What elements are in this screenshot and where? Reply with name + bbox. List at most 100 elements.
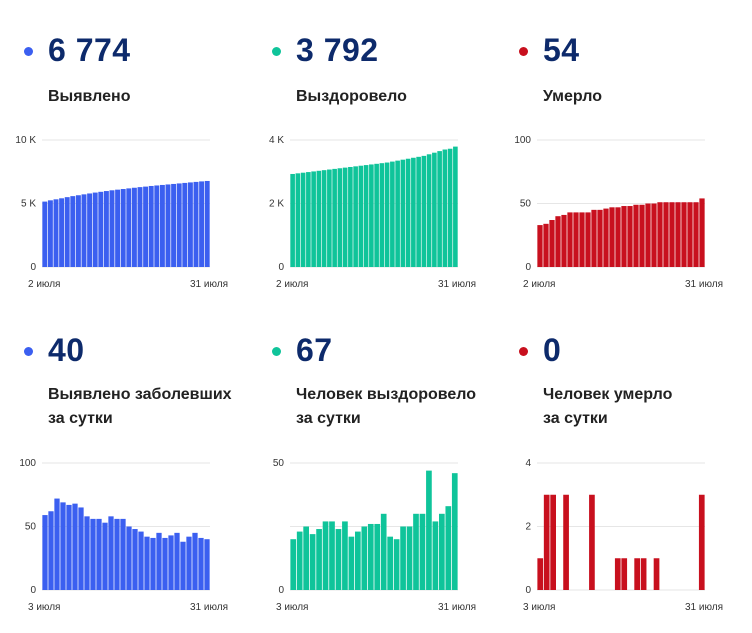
bar-chart: 4 K 2 K 0 2 июля 31 июля: [269, 135, 476, 290]
bar: [573, 212, 579, 267]
bar: [693, 202, 699, 267]
y-tick-label: 0: [30, 585, 36, 596]
bar: [380, 513, 387, 590]
bar: [316, 529, 322, 590]
bar: [290, 173, 295, 267]
bar: [98, 191, 104, 267]
bar: [148, 185, 154, 267]
bar: [549, 220, 555, 267]
bar: [406, 526, 413, 590]
bar: [81, 194, 87, 267]
bar: [390, 161, 395, 267]
bar: [72, 503, 78, 590]
bar: [363, 165, 369, 267]
x-tick-label: 31 июля: [190, 279, 228, 290]
bar: [342, 521, 348, 590]
x-tick-label: 2 июля: [523, 279, 555, 290]
panel-daily-deaths: 0 Человек умерло за сутки 4 2 0 3 июля 31 ию…: [495, 320, 735, 620]
bar: [59, 198, 65, 267]
bar: [451, 473, 458, 590]
panel-daily-recovered: 67 Человек выздоровело за сутки 50 0 3 июл…: [248, 320, 488, 620]
bar: [290, 539, 297, 590]
bar: [182, 182, 188, 267]
bar: [426, 470, 432, 590]
x-tick-label: 2 июля: [28, 279, 60, 290]
total-value: 54: [543, 32, 580, 68]
bar-chart: 4 2 0 3 июля 31 июля: [523, 458, 723, 613]
metric-label: Выздоровело: [296, 88, 407, 105]
y-tick-label: 0: [525, 262, 531, 273]
y-tick-label: 2 K: [269, 199, 284, 210]
panel-deaths: 54 Умерло 100 50 0 2 июля 31 июля: [495, 0, 735, 300]
bar: [108, 516, 114, 590]
bar: [154, 185, 160, 267]
bar: [355, 531, 361, 590]
bar: [585, 212, 591, 267]
bar: [42, 201, 48, 267]
series-dot: [519, 47, 528, 56]
bar: [192, 532, 198, 590]
bar: [126, 188, 132, 267]
bar: [698, 494, 705, 590]
y-tick-label: 4 K: [269, 135, 284, 146]
bar: [555, 216, 561, 267]
bar: [114, 518, 120, 590]
daily-value: 67: [296, 332, 333, 368]
metric-label: Умерло: [543, 88, 602, 105]
bar: [445, 506, 452, 590]
bar: [421, 155, 427, 267]
bar: [162, 537, 168, 590]
bar: [681, 202, 687, 267]
bar: [633, 204, 639, 267]
bar: [374, 523, 381, 590]
bar: [634, 558, 640, 590]
bar: [47, 200, 53, 267]
bar: [311, 171, 316, 267]
bar: [295, 173, 301, 267]
bar: [563, 494, 569, 590]
bar: [156, 532, 162, 590]
series-dot: [272, 47, 281, 56]
bar: [543, 223, 549, 267]
bar: [432, 152, 437, 267]
bar: [614, 558, 621, 590]
bar: [395, 160, 400, 267]
bar: [405, 158, 411, 267]
bar: [393, 539, 400, 590]
bar: [144, 536, 150, 590]
y-tick-label: 100: [514, 135, 531, 146]
bar: [640, 558, 647, 590]
bar: [171, 183, 177, 267]
bar: [103, 191, 109, 267]
bar: [627, 206, 633, 267]
bar: [66, 504, 72, 590]
bar: [335, 529, 342, 590]
metric-label-suffix: за сутки: [296, 410, 361, 427]
bar: [303, 526, 309, 590]
bar: [187, 182, 193, 267]
y-tick-label: 50: [25, 522, 37, 533]
bar: [322, 521, 329, 590]
bar: [609, 207, 615, 267]
bar: [316, 170, 322, 267]
y-tick-label: 5 K: [21, 199, 36, 210]
bar: [358, 165, 364, 267]
bar: [615, 207, 621, 267]
y-tick-label: 2: [525, 522, 531, 533]
bar: [84, 516, 90, 590]
series-dot: [272, 347, 281, 356]
bar: [193, 181, 199, 267]
bar: [621, 206, 627, 267]
y-tick-label: 0: [278, 262, 284, 273]
bar: [567, 212, 573, 267]
y-tick-label: 0: [30, 262, 36, 273]
bar-chart: 10 K 5 K 0 2 июля 31 июля: [15, 135, 228, 290]
bar: [411, 157, 416, 267]
metric-label-suffix: за сутки: [48, 410, 113, 427]
bar: [550, 494, 556, 590]
bar: [537, 558, 544, 590]
bar: [400, 526, 406, 590]
x-tick-label: 31 июля: [438, 279, 476, 290]
bar: [367, 523, 374, 590]
bar: [120, 518, 126, 590]
